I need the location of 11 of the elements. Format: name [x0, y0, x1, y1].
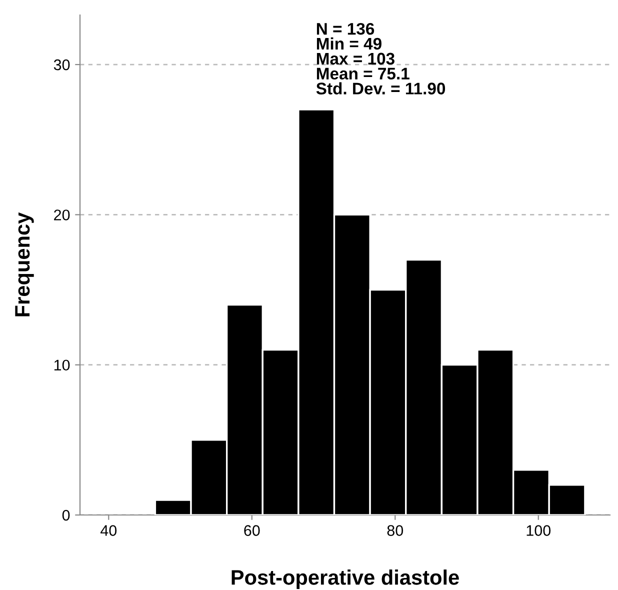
- x-tick-label: 40: [100, 525, 117, 536]
- y-tick-label: 20: [54, 210, 70, 220]
- x-axis-title: Post-operative diastole: [232, 570, 459, 589]
- y-tick-label: 10: [54, 360, 70, 371]
- y-tick-label: 0: [62, 510, 70, 521]
- y-axis-title: Frequency: [15, 212, 34, 316]
- x-tick-label: 80: [387, 525, 404, 536]
- y-tick-label: 30: [54, 59, 70, 70]
- x-tick-label: 100: [526, 525, 551, 536]
- x-tick-label: 60: [244, 525, 260, 536]
- annotation: N = 136 Min = 49 Max = 103 Mean = 75.1 Std. Dev. = 11.90: [316, 22, 446, 94]
